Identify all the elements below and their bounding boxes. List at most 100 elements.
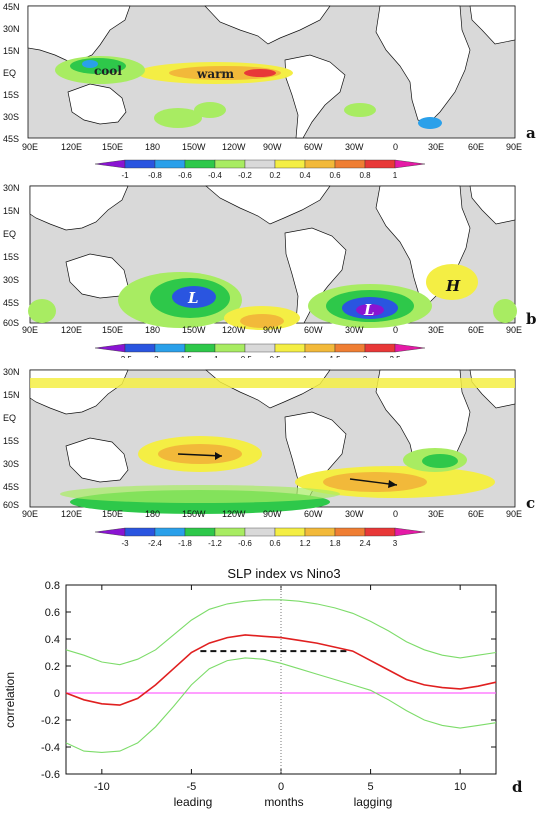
colorbar-b: -2.5 -2 -1.5 -1 -0.5 0.5 1 1.5 2 2.5 — [94, 343, 426, 358]
lat-label: EQ — [3, 413, 16, 423]
colorbar-tick-label: 0.6 — [329, 171, 341, 180]
colorbar-swatch — [214, 159, 246, 169]
colorbar-tick-label: 0.5 — [269, 355, 281, 358]
x-tick-label: -10 — [94, 781, 110, 793]
lat-label: 30N — [3, 183, 20, 193]
high-pressure-pacific-core — [240, 314, 284, 328]
colorbar-swatch — [334, 343, 366, 353]
colorbar-swatch — [274, 159, 306, 169]
lon-label: 60E — [468, 509, 484, 519]
lon-label: 60W — [304, 509, 323, 519]
lon-label: 30W — [345, 509, 364, 519]
y-tick-label: 0.2 — [45, 661, 60, 673]
lat-label: 15N — [3, 206, 20, 216]
colorbar-swatch — [394, 343, 426, 353]
lat-label: 15S — [3, 252, 19, 262]
colorbar-swatch — [364, 159, 396, 169]
lon-label: 120E — [61, 509, 82, 519]
colorbar-tick-label: 0.8 — [359, 171, 371, 180]
colorbar-swatch — [304, 527, 336, 537]
chart-title: SLP index vs Nino3 — [227, 566, 340, 581]
lon-label: 90E — [22, 509, 38, 519]
y-tick-label: 0.6 — [45, 607, 60, 619]
lon-labels-c: 90E 120E 150E 180 150W 120W 90W 60W 30W … — [22, 509, 522, 519]
lon-label: 30E — [428, 142, 444, 152]
continent-eurasia-east — [469, 5, 516, 45]
colorbar-tick-label: -0.6 — [238, 539, 252, 547]
cool-anomaly-south — [154, 108, 202, 128]
lat-label: 45S — [3, 482, 19, 492]
low-pressure-inner-west — [172, 286, 216, 308]
lon-label: 150W — [182, 509, 206, 519]
colorbar-swatch — [394, 527, 426, 537]
continent-north-america — [205, 185, 331, 225]
panel-label-d: d — [512, 778, 523, 796]
lon-label: 120E — [61, 325, 82, 335]
colorbar-tick-label: -1.2 — [208, 539, 222, 547]
lon-label: 150E — [102, 509, 123, 519]
lat-label: 45S — [3, 298, 19, 308]
lat-label: 15N — [3, 46, 20, 56]
colorbar-swatch — [364, 343, 396, 353]
colorbar-swatch — [274, 527, 306, 537]
colorbar-swatch — [94, 527, 126, 537]
colorbar-swatch — [124, 527, 156, 537]
colorbar-tick-label: -1 — [121, 171, 129, 180]
lat-labels-c: 30N 15N EQ 15S 30S 45S 60S — [3, 367, 20, 510]
colorbar-a: -1 -0.8 -0.6 -0.4 -0.2 0.2 0.4 0.6 0.8 1 — [94, 159, 426, 180]
colorbar-swatch — [184, 527, 216, 537]
warm-band-north — [30, 378, 515, 388]
correlation-curve — [65, 634, 497, 706]
colorbar-swatch — [244, 343, 276, 353]
lon-label: 30E — [428, 509, 444, 519]
lon-label: 150E — [102, 325, 123, 335]
map-panel-c: 30N 15N EQ 15S 30S 45S 60S 90E 120E 150E… — [3, 367, 535, 547]
continent-australia — [65, 437, 129, 483]
colorbar-tick-label: -0.5 — [238, 355, 252, 358]
y-axis-label: correlation — [3, 672, 17, 728]
y-tick-label: -0.4 — [41, 742, 60, 754]
map-frame-a: cool warm — [27, 5, 516, 139]
lon-labels-a: 90E 120E 150E 180 150W 120W 90W 60W 30W … — [22, 142, 522, 152]
lon-label: 30W — [345, 142, 364, 152]
low-pressure-southeast — [493, 299, 517, 323]
x-tick-label: 0 — [278, 781, 284, 793]
colorbar-tick-label: -0.8 — [148, 171, 162, 180]
lat-label: 30S — [3, 112, 19, 122]
colorbar-tick-label: 0.6 — [269, 539, 281, 547]
x-axis-label: months — [264, 795, 303, 809]
high-label: H — [445, 277, 461, 295]
lat-label: 15S — [3, 436, 19, 446]
colorbar-tick-label: 1 — [303, 355, 308, 358]
lon-label: 120E — [61, 142, 82, 152]
x-tick-label: 10 — [454, 781, 466, 793]
lat-label: 60S — [3, 318, 19, 328]
lower-confidence-curve — [65, 657, 497, 753]
lat-labels-a: 45N 30N 15N EQ 15S 30S 45S — [3, 2, 20, 144]
cool-anomaly-center — [82, 60, 98, 68]
lat-label: 30S — [3, 459, 19, 469]
lon-label: 90W — [263, 325, 282, 335]
colorbar-swatch — [304, 159, 336, 169]
lat-label: 60S — [3, 500, 19, 510]
panel-label-c: c — [526, 494, 535, 512]
arrowhead — [388, 480, 397, 488]
lon-label: 90E — [506, 325, 522, 335]
colorbar-swatch — [214, 343, 246, 353]
map-frame-c — [29, 369, 516, 514]
colorbar-swatch — [154, 343, 186, 353]
colorbar-swatch — [334, 159, 366, 169]
colorbar-tick-label: -2.4 — [148, 539, 162, 547]
lon-label: 90E — [506, 509, 522, 519]
colorbar-tick-label: 0.2 — [269, 171, 281, 180]
panel-label-a: a — [526, 124, 536, 142]
warm-anomaly-core — [244, 69, 276, 77]
warm-annotation: warm — [196, 67, 234, 81]
continent-south-america — [284, 54, 346, 139]
cool-anomaly-africa-core — [422, 454, 458, 468]
lon-label: 150W — [182, 325, 206, 335]
lon-label: 0 — [393, 142, 398, 152]
colorbar-swatch — [94, 343, 126, 353]
warm-band-pacific-core — [158, 444, 242, 464]
y-tick-label: 0 — [54, 688, 60, 700]
